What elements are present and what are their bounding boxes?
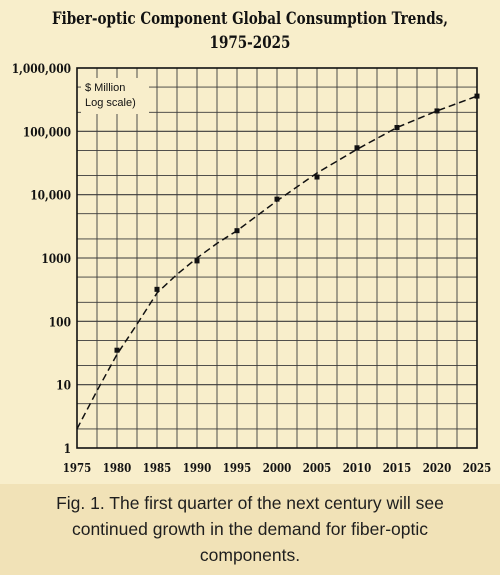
data-point <box>314 174 320 180</box>
y-axis-unit-label: Log scale) <box>85 97 136 109</box>
chart-subtitle: 1975-2025 <box>210 33 291 53</box>
y-tick-label: 100,000 <box>23 124 71 139</box>
data-point <box>154 286 160 292</box>
x-tick-label: 2020 <box>423 460 452 475</box>
x-tick-label: 2015 <box>383 460 412 475</box>
y-tick-label: 1 <box>64 441 71 456</box>
data-point <box>114 347 120 353</box>
x-tick-label: 2005 <box>303 460 332 475</box>
x-tick-label: 1975 <box>63 460 92 475</box>
data-point <box>394 124 400 130</box>
axes <box>76 67 478 449</box>
x-tick-label: 2010 <box>343 460 372 475</box>
chart-title: Fiber-optic Component Global Consumption… <box>52 9 448 29</box>
y-axis-unit-label: $ Million <box>85 82 125 94</box>
y-tick-label: 1,000,000 <box>12 61 71 76</box>
plot-frame <box>76 67 478 449</box>
x-tick-label: 1980 <box>103 460 132 475</box>
y-tick-label: 1000 <box>41 251 71 266</box>
series <box>76 93 480 430</box>
trend-line <box>76 95 478 430</box>
x-tick-label: 2000 <box>263 460 292 475</box>
unit-label-box <box>81 78 149 114</box>
x-tick-label: 1990 <box>183 460 212 475</box>
x-tick-label: 1995 <box>223 460 252 475</box>
grid <box>76 67 478 449</box>
data-point <box>274 196 280 202</box>
x-tick-label: 2025 <box>463 460 492 475</box>
chart-panel: 1 10 100 1000 10,000 100,000 1,000,000 1975 1980… <box>11 8 492 476</box>
labels: 1 10 100 1000 10,000 100,000 1,000,000 1975 1980… <box>12 9 492 476</box>
data-point <box>194 258 200 264</box>
data-point <box>354 145 360 151</box>
caption-panel: Fig. 1. The first quarter of the next ce… <box>0 484 500 575</box>
data-point <box>434 108 440 114</box>
chart-svg: 1 10 100 1000 10,000 100,000 1,000,000 1975 1980… <box>12 9 492 476</box>
x-tick-label: 1985 <box>143 460 172 475</box>
y-tick-label: 10,000 <box>30 188 71 203</box>
y-tick-label: 100 <box>49 314 71 329</box>
figure-caption: Fig. 1. The first quarter of the next ce… <box>56 493 444 565</box>
y-tick-label: 10 <box>56 378 71 393</box>
data-point <box>474 93 480 99</box>
